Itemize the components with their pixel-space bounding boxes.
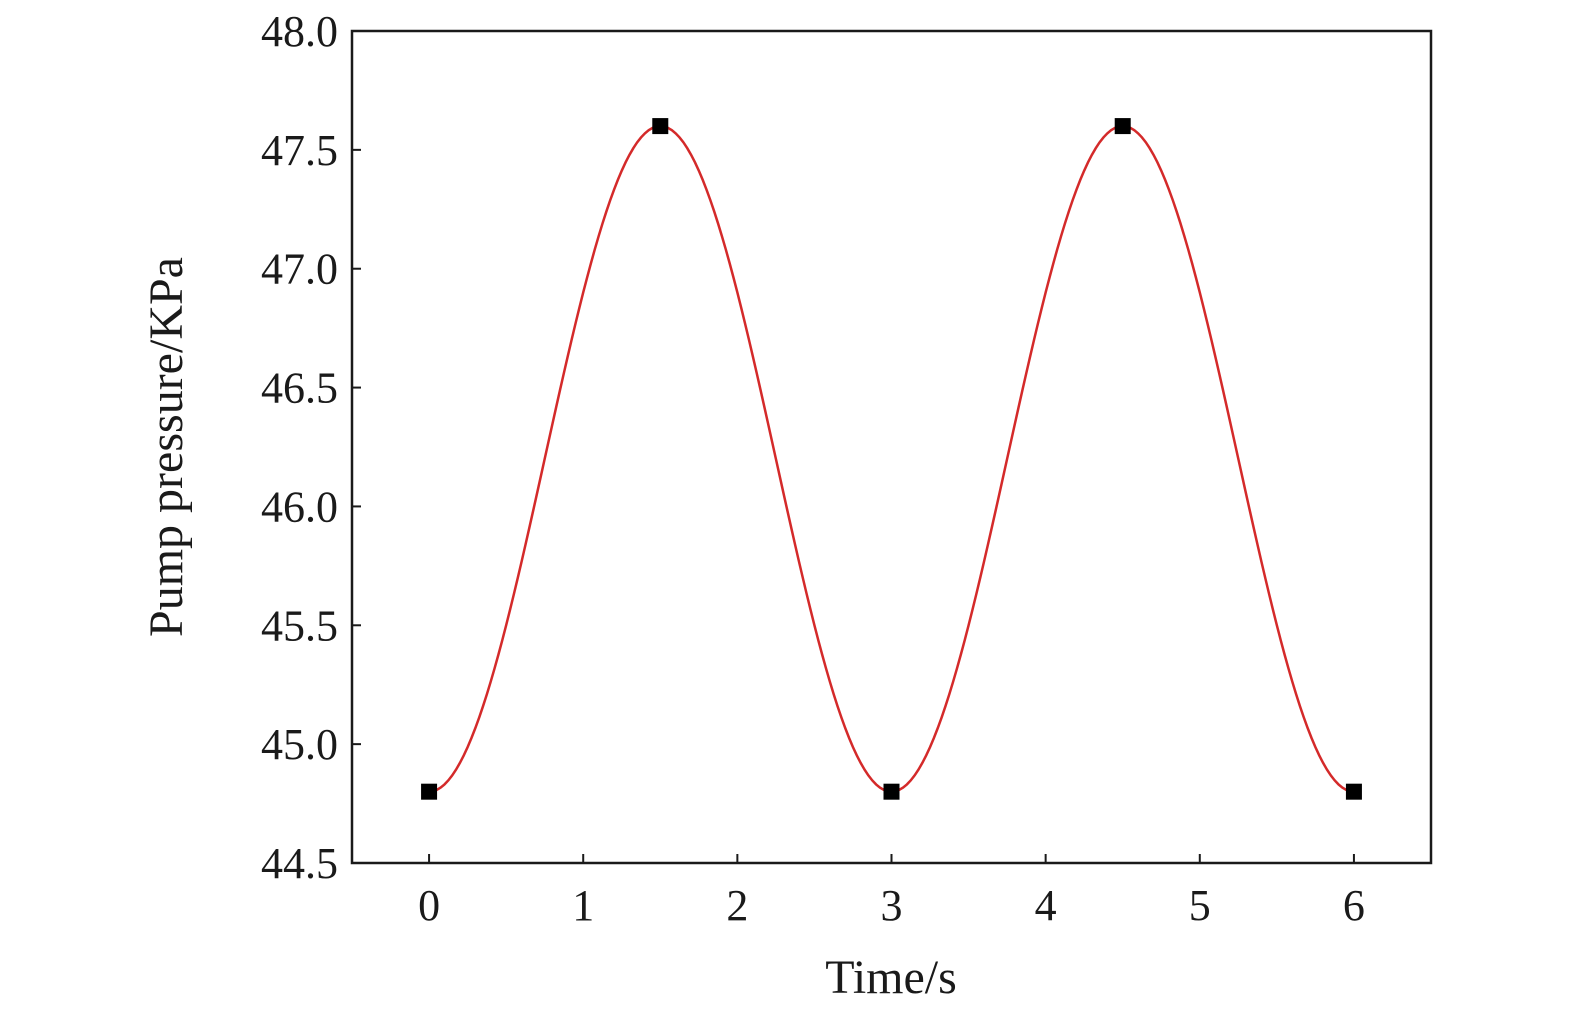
data-point	[1345, 783, 1362, 800]
data-point	[1114, 118, 1131, 135]
x-tick-label: 6	[1343, 881, 1365, 930]
y-tick-label: 47.0	[261, 245, 338, 294]
data-point	[652, 118, 669, 135]
y-tick-label: 45.5	[261, 601, 338, 650]
data-point	[883, 783, 900, 800]
data-point	[421, 783, 438, 800]
series-markers	[421, 118, 1362, 800]
y-tick-label: 45.0	[261, 720, 338, 769]
y-axis: 44.5 45.0 45.5 46.0 46.5 47.0 47.5 48.0	[261, 7, 361, 888]
x-tick-label: 1	[572, 881, 594, 930]
y-tick-label: 46.5	[261, 364, 338, 413]
x-tick-label: 5	[1189, 881, 1211, 930]
x-tick-label: 3	[881, 881, 903, 930]
plot-frame	[350, 29, 1433, 865]
y-tick-label: 44.5	[261, 839, 338, 888]
y-tick-label: 48.0	[261, 7, 338, 56]
x-tick-label: 4	[1035, 881, 1057, 930]
y-axis-title: Pump pressure/KPa	[140, 257, 193, 637]
y-tick-label: 46.0	[261, 482, 338, 531]
y-tick-label: 47.5	[261, 126, 338, 175]
series-line	[428, 124, 1355, 793]
x-axis-title: Time/s	[825, 951, 957, 1004]
x-tick-label: 0	[418, 881, 440, 930]
x-tick-label: 2	[726, 881, 748, 930]
x-axis: 0 1 2 3 4 5 6	[418, 854, 1365, 930]
